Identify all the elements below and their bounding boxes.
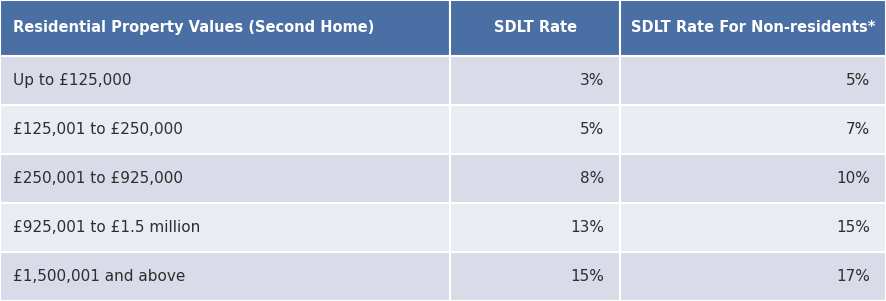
- Text: 8%: 8%: [580, 171, 604, 186]
- Text: 10%: 10%: [836, 171, 870, 186]
- FancyBboxPatch shape: [0, 56, 450, 105]
- FancyBboxPatch shape: [450, 105, 620, 154]
- FancyBboxPatch shape: [0, 105, 450, 154]
- Text: 13%: 13%: [571, 220, 604, 235]
- FancyBboxPatch shape: [620, 154, 886, 203]
- FancyBboxPatch shape: [450, 203, 620, 252]
- FancyBboxPatch shape: [450, 56, 620, 105]
- FancyBboxPatch shape: [620, 105, 886, 154]
- FancyBboxPatch shape: [450, 252, 620, 301]
- Text: 5%: 5%: [846, 73, 870, 88]
- FancyBboxPatch shape: [0, 154, 450, 203]
- Text: SDLT Rate For Non-residents*: SDLT Rate For Non-residents*: [631, 20, 875, 35]
- Text: 15%: 15%: [836, 220, 870, 235]
- FancyBboxPatch shape: [620, 203, 886, 252]
- FancyBboxPatch shape: [620, 252, 886, 301]
- Text: SDLT Rate: SDLT Rate: [494, 20, 577, 35]
- Text: £925,001 to £1.5 million: £925,001 to £1.5 million: [13, 220, 200, 235]
- Text: £125,001 to £250,000: £125,001 to £250,000: [13, 122, 183, 137]
- FancyBboxPatch shape: [0, 252, 450, 301]
- FancyBboxPatch shape: [620, 56, 886, 105]
- FancyBboxPatch shape: [620, 0, 886, 56]
- Text: 17%: 17%: [836, 269, 870, 284]
- Text: 15%: 15%: [571, 269, 604, 284]
- FancyBboxPatch shape: [450, 154, 620, 203]
- Text: £1,500,001 and above: £1,500,001 and above: [13, 269, 186, 284]
- Text: Up to £125,000: Up to £125,000: [13, 73, 132, 88]
- Text: Residential Property Values (Second Home): Residential Property Values (Second Home…: [13, 20, 375, 35]
- Text: £250,001 to £925,000: £250,001 to £925,000: [13, 171, 183, 186]
- Text: 5%: 5%: [580, 122, 604, 137]
- Text: 7%: 7%: [846, 122, 870, 137]
- Text: 3%: 3%: [579, 73, 604, 88]
- FancyBboxPatch shape: [0, 203, 450, 252]
- FancyBboxPatch shape: [450, 0, 620, 56]
- FancyBboxPatch shape: [0, 0, 450, 56]
